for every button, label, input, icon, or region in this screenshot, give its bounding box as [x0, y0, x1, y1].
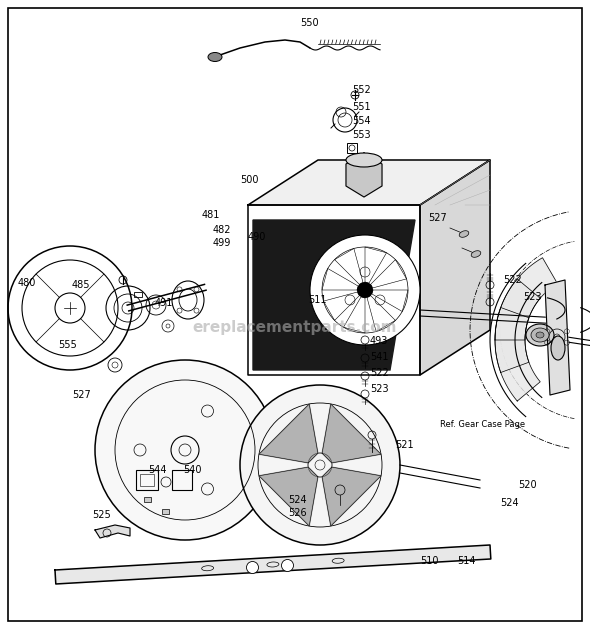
Bar: [347, 143, 357, 153]
Ellipse shape: [471, 251, 481, 257]
Text: 480: 480: [18, 278, 37, 288]
Text: 554: 554: [352, 116, 371, 126]
Polygon shape: [259, 467, 318, 526]
Text: 522: 522: [503, 275, 522, 285]
Text: 524: 524: [500, 498, 519, 508]
Polygon shape: [322, 404, 381, 463]
Polygon shape: [95, 525, 130, 538]
Text: 514: 514: [457, 556, 476, 566]
Ellipse shape: [531, 328, 549, 342]
Ellipse shape: [536, 332, 544, 338]
Polygon shape: [259, 404, 318, 463]
Text: 527: 527: [428, 213, 447, 223]
Polygon shape: [248, 205, 420, 375]
Text: 491: 491: [155, 298, 173, 308]
Text: ereplacementparts.com: ereplacementparts.com: [193, 320, 397, 335]
Ellipse shape: [346, 153, 382, 167]
Circle shape: [310, 235, 420, 345]
Polygon shape: [346, 153, 382, 197]
Text: 540: 540: [183, 465, 202, 475]
Text: 490: 490: [248, 232, 266, 242]
Circle shape: [95, 360, 275, 540]
Text: 520: 520: [518, 480, 537, 490]
Polygon shape: [545, 280, 570, 395]
Text: Ref. Gear Case Page: Ref. Gear Case Page: [440, 420, 525, 429]
Text: 511: 511: [308, 295, 326, 305]
Circle shape: [240, 385, 400, 545]
Circle shape: [281, 559, 293, 572]
Bar: [162, 509, 169, 514]
Polygon shape: [495, 308, 540, 401]
Polygon shape: [253, 220, 415, 370]
Text: 526: 526: [288, 508, 307, 518]
Circle shape: [247, 562, 258, 574]
Ellipse shape: [459, 231, 469, 237]
Text: 493: 493: [370, 336, 388, 346]
Text: 550: 550: [300, 18, 319, 28]
Text: 552: 552: [352, 85, 371, 95]
Polygon shape: [55, 545, 491, 584]
Text: 499: 499: [213, 238, 231, 248]
Text: 524: 524: [288, 495, 307, 505]
Polygon shape: [322, 467, 381, 526]
Text: 525: 525: [92, 510, 111, 520]
Text: 553: 553: [352, 130, 371, 140]
Text: 481: 481: [202, 210, 221, 220]
Polygon shape: [248, 160, 490, 205]
Ellipse shape: [526, 324, 554, 346]
Text: 523: 523: [370, 384, 389, 394]
Text: 522: 522: [370, 368, 389, 378]
Text: 541: 541: [370, 352, 388, 362]
Text: 500: 500: [240, 175, 258, 185]
Text: 555: 555: [58, 340, 77, 350]
Text: 510: 510: [420, 556, 438, 566]
Bar: [140, 474, 154, 486]
Text: 485: 485: [72, 280, 90, 290]
Bar: [172, 470, 192, 490]
Polygon shape: [495, 279, 540, 372]
Text: 523: 523: [523, 292, 542, 302]
Bar: [136, 470, 158, 490]
Ellipse shape: [551, 336, 565, 360]
Polygon shape: [495, 258, 558, 340]
Polygon shape: [420, 160, 490, 375]
Text: 521: 521: [395, 440, 414, 450]
Text: 482: 482: [213, 225, 231, 235]
Circle shape: [357, 282, 373, 298]
Text: 544: 544: [148, 465, 166, 475]
Text: 527: 527: [72, 390, 91, 400]
Text: 551: 551: [352, 102, 371, 112]
Bar: [144, 497, 151, 502]
Ellipse shape: [208, 52, 222, 62]
Bar: [134, 292, 142, 297]
